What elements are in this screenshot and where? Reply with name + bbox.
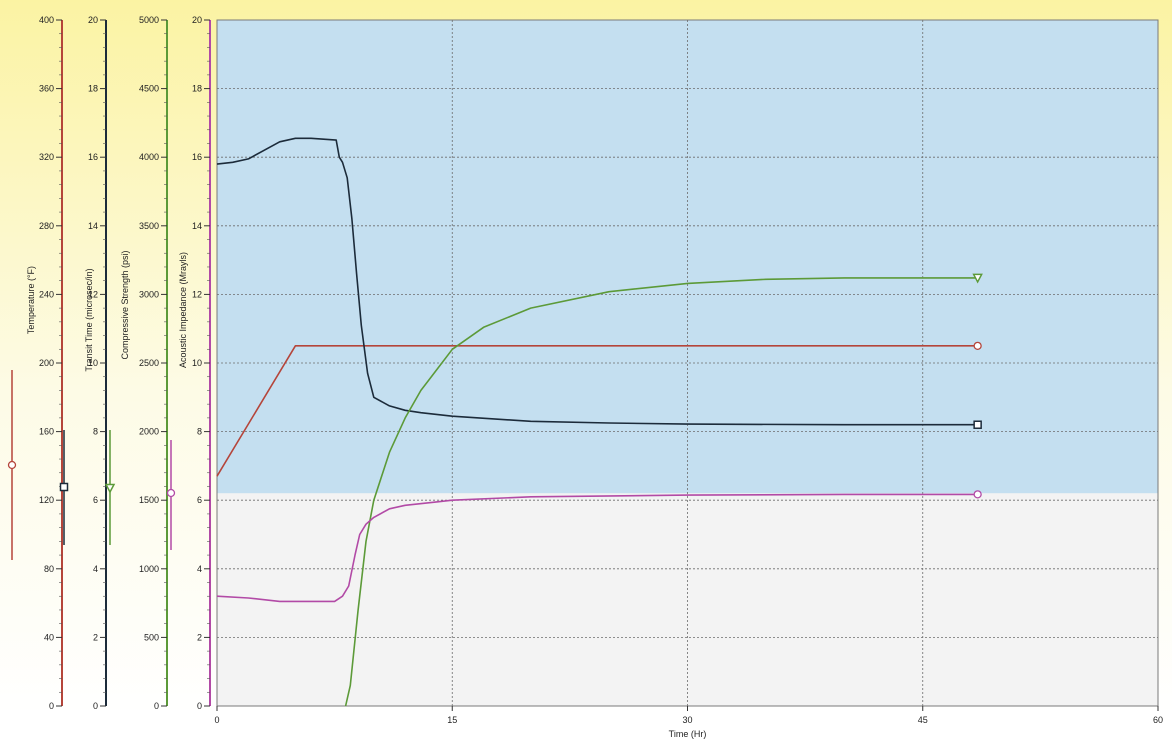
compressive_strength-tick-label: 1000 [139, 564, 159, 574]
transit_time-end-marker [973, 420, 982, 429]
transit_time-tick-label: 20 [88, 15, 98, 25]
temperature-tick-label: 280 [39, 221, 54, 231]
temperature-end-marker [973, 341, 982, 351]
acoustic_impedance-tick-label: 8 [197, 427, 202, 437]
transit_time-tick-label: 18 [88, 84, 98, 94]
transit_time-tick-label: 12 [88, 289, 98, 299]
temperature-tick-label: 0 [49, 701, 54, 711]
compressive_strength-tick-label: 1500 [139, 495, 159, 505]
temperature-tick-label: 120 [39, 495, 54, 505]
acoustic_impedance-tick-label: 14 [192, 221, 202, 231]
acoustic_impedance-end-marker [973, 490, 982, 499]
transit_time-tick-label: 8 [93, 427, 98, 437]
temperature-tick-label: 240 [39, 289, 54, 299]
transit_time-tick-label: 4 [93, 564, 98, 574]
compressive_strength-tick-label: 3000 [139, 289, 159, 299]
temperature-tick-label: 40 [44, 632, 54, 642]
x-tick-label: 45 [918, 715, 928, 725]
compressive_strength-series-line [344, 277, 978, 707]
acoustic_impedance-series-line [216, 493, 978, 603]
temperature-tick-label: 80 [44, 564, 54, 574]
temperature-axis-label: Temperature (°F) [26, 266, 36, 334]
acoustic_impedance-axis-label: Acoustic Impedance (Mrayls) [178, 252, 188, 368]
compressive_strength-tick-label: 2000 [139, 427, 159, 437]
compressive_strength-tick-label: 3500 [139, 221, 159, 231]
temperature-tick-label: 360 [39, 84, 54, 94]
transit_time-tick-label: 6 [93, 495, 98, 505]
transit_time-axis-label: Transit Time (microsec/in) [84, 268, 94, 371]
acoustic_impedance-legend-marker [166, 488, 176, 498]
acoustic_impedance-tick-label: 0 [197, 701, 202, 711]
acoustic_impedance-tick-label: 4 [197, 564, 202, 574]
compressive_strength-tick-label: 2500 [139, 358, 159, 368]
compressive_strength-legend-marker [104, 483, 116, 494]
acoustic_impedance-tick-label: 12 [192, 289, 202, 299]
acoustic_impedance-tick-label: 2 [197, 632, 202, 642]
acoustic_impedance-tick-label: 18 [192, 84, 202, 94]
temperature-series-line [216, 344, 978, 477]
transit_time-series-line [216, 137, 978, 426]
transit_time-tick-label: 14 [88, 221, 98, 231]
transit_time-tick-label: 16 [88, 152, 98, 162]
temperature-legend-marker [7, 460, 17, 470]
compressive_strength-tick-label: 4000 [139, 152, 159, 162]
temperature-tick-label: 320 [39, 152, 54, 162]
temperature-tick-label: 160 [39, 427, 54, 437]
compressive_strength-tick-label: 0 [154, 701, 159, 711]
acoustic_impedance-tick-label: 16 [192, 152, 202, 162]
transit_time-tick-label: 2 [93, 632, 98, 642]
transit_time-tick-label: 10 [88, 358, 98, 368]
temperature-tick-label: 400 [39, 15, 54, 25]
compressive_strength-tick-label: 5000 [139, 15, 159, 25]
transit_time-tick-label: 0 [93, 701, 98, 711]
x-tick-label: 60 [1153, 715, 1163, 725]
x-axis-label: Time (Hr) [669, 729, 707, 739]
x-tick-label: 15 [447, 715, 457, 725]
acoustic_impedance-tick-label: 10 [192, 358, 202, 368]
x-tick-label: 30 [682, 715, 692, 725]
acoustic_impedance-tick-label: 6 [197, 495, 202, 505]
acoustic_impedance-tick-label: 20 [192, 15, 202, 25]
transit_time-legend-marker [59, 482, 69, 492]
x-tick-label: 0 [214, 715, 219, 725]
compressive_strength-axis-label: Compressive Strength (psi) [120, 250, 130, 359]
temperature-tick-label: 200 [39, 358, 54, 368]
compressive_strength-tick-label: 500 [144, 632, 159, 642]
compressive_strength-end-marker [972, 273, 983, 284]
compressive_strength-tick-label: 4500 [139, 84, 159, 94]
